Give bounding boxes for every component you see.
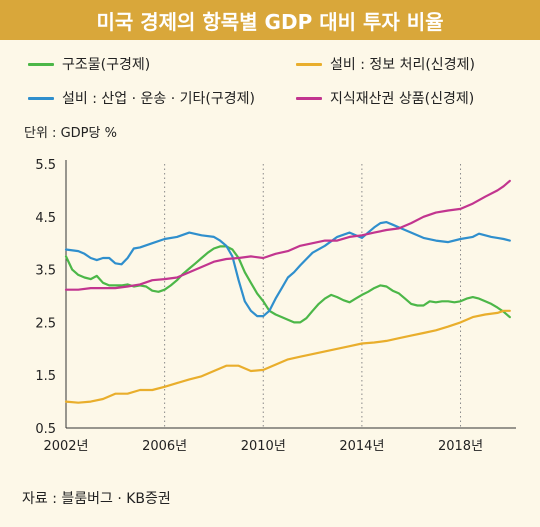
series-line-structures (64, 245, 511, 324)
legend-label-intellectual-property: 지식재산권 상품(신경제) (330, 91, 475, 107)
legend-item-structures: 구조물(구경제) (28, 54, 150, 74)
legend-item-industrial-equipment: 설비 : 산업 · 운송 · 기타(구경제) (28, 88, 255, 108)
x-tick-label: 2018년 (438, 439, 483, 454)
chart-legend: 구조물(구경제) 설비 : 정보 처리(신경제) 설비 : 산업 · 운송 · … (0, 52, 540, 112)
series-line-intellectual-property (64, 179, 511, 291)
legend-label-structures: 구조물(구경제) (62, 57, 151, 73)
y-tick-label: 4.5 (35, 211, 56, 226)
y-tick-label: 5.5 (35, 158, 56, 173)
x-tick-label: 2014년 (339, 439, 384, 454)
y-tick-label: 0.5 (35, 422, 56, 437)
legend-label-industrial-equipment: 설비 : 산업 · 운송 · 기타(구경제) (62, 91, 255, 107)
legend-swatch-structures (28, 62, 54, 66)
y-tick-label: 1.5 (35, 369, 56, 384)
legend-label-info-processing: 설비 : 정보 처리(신경제) (330, 57, 475, 73)
axes (65, 160, 516, 429)
legend-item-intellectual-property: 지식재산권 상품(신경제) (296, 88, 474, 108)
series-line-industrial-equipment (64, 221, 511, 318)
y-axis-unit-label: 단위 : GDP당 % (24, 126, 117, 141)
source-note: 자료 : 블룸버그 · KB증권 (22, 491, 171, 507)
chart-title: 미국 경제의 항목별 GDP 대비 투자 비율 (96, 9, 444, 34)
x-tick-label: 2010년 (241, 439, 286, 454)
chart-title-bar: 미국 경제의 항목별 GDP 대비 투자 비율 (0, 0, 540, 40)
legend-swatch-intellectual-property (296, 96, 322, 100)
y-tick-label: 3.5 (35, 264, 56, 279)
series-line-info-processing (64, 309, 511, 404)
series-lines (64, 179, 511, 404)
legend-swatch-info-processing (296, 62, 322, 66)
x-tick-labels: 2002년 2006년 2010년 2014년 2018년 (43, 439, 483, 454)
x-tick-label: 2002년 (43, 439, 88, 454)
legend-swatch-industrial-equipment (28, 96, 54, 100)
y-tick-labels: 0.5 1.5 2.5 3.5 4.5 5.5 (35, 158, 56, 437)
legend-item-info-processing: 설비 : 정보 처리(신경제) (296, 54, 475, 74)
y-tick-label: 2.5 (35, 316, 56, 331)
x-tick-label: 2006년 (142, 439, 187, 454)
